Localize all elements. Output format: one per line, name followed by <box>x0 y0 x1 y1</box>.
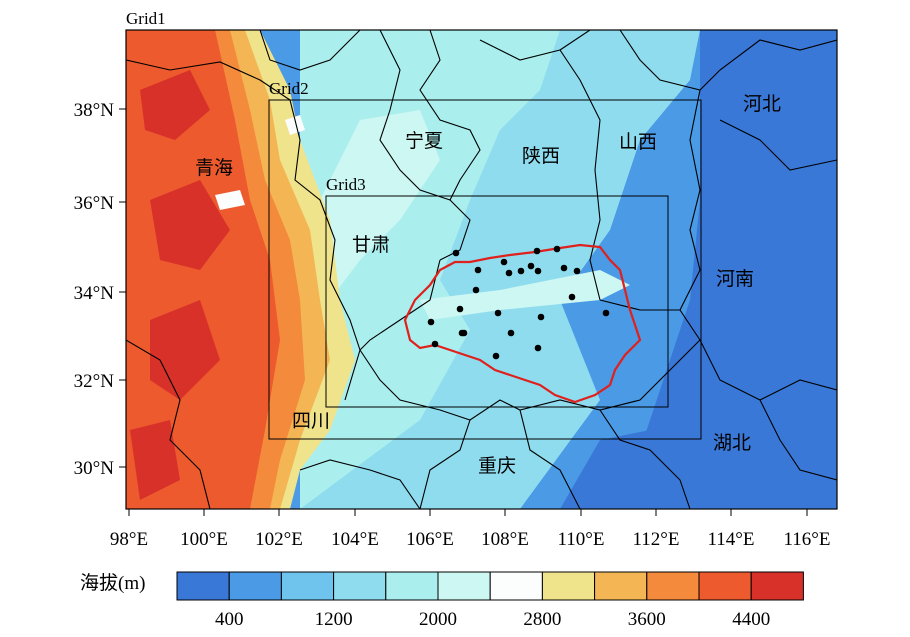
station-dot <box>560 264 568 272</box>
grid3-label: Grid3 <box>326 175 366 194</box>
station-dot <box>458 329 466 337</box>
station-dot <box>573 267 581 275</box>
region-hebei: 河北 <box>743 93 781 115</box>
y-tick-label: 38°N <box>74 100 115 121</box>
x-tick-label: 110°E <box>558 529 605 550</box>
station-dot <box>507 329 515 337</box>
grid1-label: Grid1 <box>126 9 166 28</box>
station-dot <box>537 313 545 321</box>
x-tick-label: 106°E <box>406 529 454 550</box>
colorbar-tick-label: 1200 <box>315 609 353 630</box>
region-qinghai: 青海 <box>195 157 233 179</box>
station-dot <box>452 249 460 257</box>
grid2-label: Grid2 <box>269 79 309 98</box>
y-tick-label: 32°N <box>74 371 115 392</box>
grid1-frame <box>125 29 838 510</box>
station-dot <box>474 266 482 274</box>
colorbar-segment <box>594 571 648 601</box>
colorbar-segment <box>228 571 282 601</box>
x-tick-label: 100°E <box>180 529 228 550</box>
station-dot <box>553 245 561 253</box>
colorbar-segment <box>750 571 804 601</box>
y-tick-label: 36°N <box>74 193 115 214</box>
station-dot <box>505 269 513 277</box>
station-dot <box>568 293 576 301</box>
station-dot <box>427 318 435 326</box>
region-ningxia: 宁夏 <box>405 130 443 152</box>
x-tick-label: 116°E <box>784 529 831 550</box>
station-dot <box>500 258 508 266</box>
region-shaanxi: 陕西 <box>522 145 560 167</box>
province-boundaries <box>126 30 837 509</box>
grid3-frame <box>325 195 669 408</box>
station-dot <box>527 262 535 270</box>
colorbar-title: 海拔(m) <box>80 572 145 594</box>
y-tick-label: 30°N <box>74 458 115 479</box>
grid2-frame <box>268 99 702 440</box>
colorbar-segment <box>385 571 439 601</box>
region-gansu: 甘肃 <box>352 234 390 256</box>
colorbar-segment <box>333 571 387 601</box>
colorbar-tick-label: 2800 <box>523 609 561 630</box>
x-tick-label: 108°E <box>481 529 529 550</box>
y-axis: 38°N 36°N 34°N 32°N 30°N <box>74 100 126 479</box>
station-dot <box>517 267 525 275</box>
region-shanxi: 山西 <box>619 131 657 153</box>
colorbar-tick-label: 3600 <box>628 609 666 630</box>
region-henan: 河南 <box>716 268 754 290</box>
colorbar-segment <box>541 571 596 601</box>
station-dot <box>472 286 480 294</box>
x-tick-label: 104°E <box>331 529 379 550</box>
colorbar: 400 1200 2000 2800 3600 4400 <box>176 571 804 630</box>
station-dot <box>534 344 542 352</box>
station-dot <box>492 352 500 360</box>
station-dot <box>456 305 464 313</box>
x-tick-label: 98°E <box>110 529 148 550</box>
station-dot <box>431 340 439 348</box>
study-area-boundary <box>403 243 642 404</box>
colorbar-segment <box>437 571 491 601</box>
station-dot <box>534 267 542 275</box>
colorbar-tick-label: 2000 <box>419 609 457 630</box>
colorbar-tick-label: 400 <box>215 609 244 630</box>
station-dot <box>494 309 502 317</box>
colorbar-tick-label: 4400 <box>732 609 770 630</box>
station-dot <box>533 247 541 255</box>
colorbar-segment <box>280 571 335 601</box>
station-dot <box>602 309 610 317</box>
region-hubei: 湖北 <box>713 432 751 454</box>
colorbar-segment <box>176 571 230 601</box>
colorbar-segment <box>698 571 752 601</box>
x-axis: 98°E 100°E 102°E 104°E 106°E 108°E 110°E 112°E 1… <box>110 509 831 550</box>
region-chongqing: 重庆 <box>478 455 516 477</box>
x-tick-label: 102°E <box>255 529 303 550</box>
colorbar-segment <box>646 571 700 601</box>
elevation-fill <box>126 30 837 509</box>
colorbar-segment <box>489 571 543 601</box>
x-tick-label: 114°E <box>708 529 755 550</box>
station-markers <box>427 245 610 360</box>
y-tick-label: 34°N <box>74 283 115 304</box>
x-tick-label: 112°E <box>633 529 680 550</box>
region-sichuan: 四川 <box>292 411 330 432</box>
